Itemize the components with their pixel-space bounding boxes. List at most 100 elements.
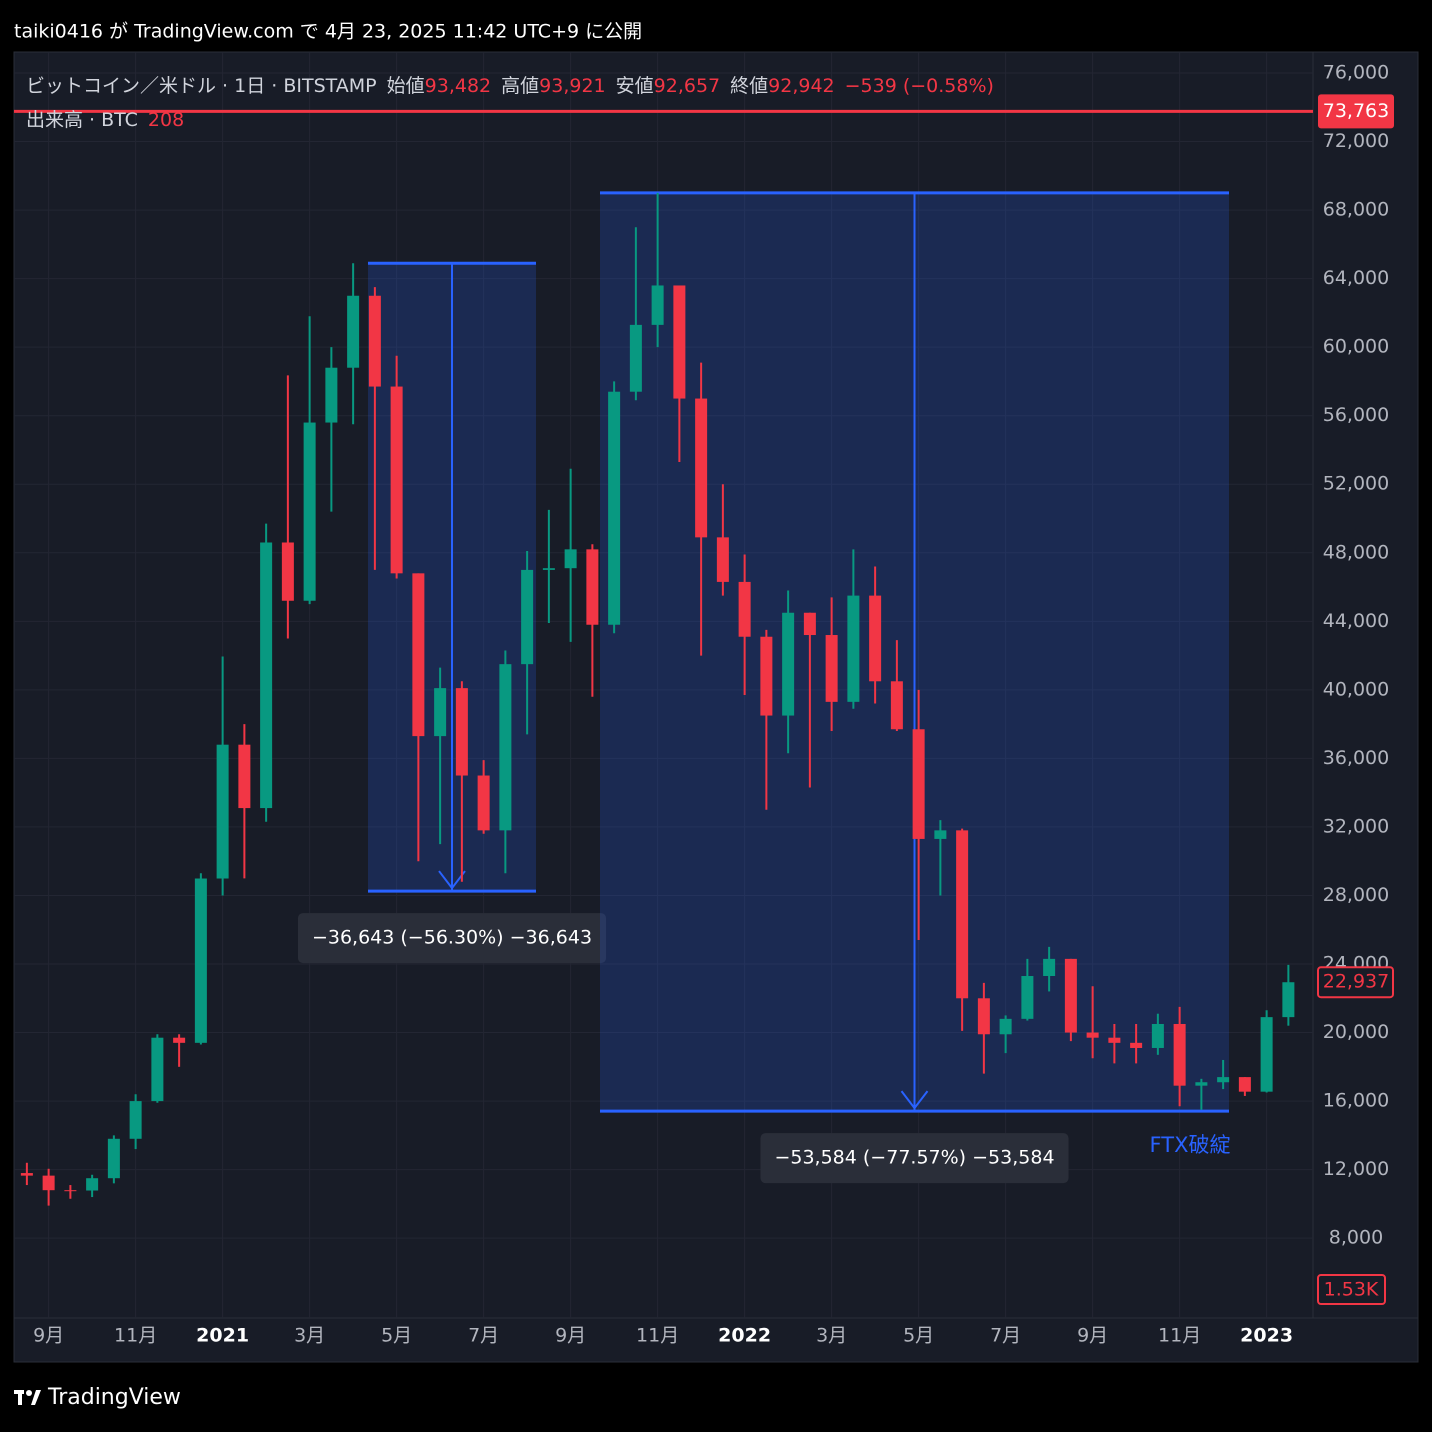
candle-body — [42, 1175, 55, 1191]
candle-body — [499, 664, 512, 831]
candle-body — [412, 573, 425, 737]
candle-body — [1151, 1023, 1164, 1048]
candle-body — [1195, 1082, 1208, 1086]
candle-body — [194, 878, 207, 1043]
y-tick-label: 12,000 — [1323, 1158, 1389, 1180]
candle-body — [129, 1101, 142, 1139]
candle-body — [956, 830, 969, 999]
candle-body — [1173, 1023, 1186, 1086]
publish-note: taiki0416 が TradingView.com で 4月 23, 202… — [14, 21, 642, 43]
candle-body — [434, 688, 447, 737]
symbol-legend: ビットコイン／米ドル · 1日 · BITSTAMP 始値93,482 高値93,9… — [26, 75, 994, 97]
volume-label: 出来高 · BTC — [26, 109, 138, 131]
candle-body — [1130, 1042, 1143, 1048]
candle-body — [1217, 1077, 1230, 1083]
candle-body — [716, 537, 729, 582]
last-price-tag — [1317, 966, 1394, 999]
candle-body — [890, 681, 903, 730]
y-tick-label: 72,000 — [1323, 130, 1389, 152]
candle-body — [86, 1178, 99, 1191]
candle-body — [586, 549, 599, 625]
candle-body — [1108, 1037, 1121, 1043]
measure-label: −53,584 (−77.57%) −53,584 — [760, 1133, 1069, 1184]
x-tick-label: 2021 — [196, 1325, 249, 1347]
candle-body — [564, 549, 577, 569]
ohlc-value: 93,482 — [425, 75, 491, 97]
measure-label-bg — [760, 1133, 1069, 1184]
candle-body — [303, 422, 316, 601]
symbol: ビットコイン／米ドル · 1日 · BITSTAMP — [26, 75, 377, 97]
x-tick-label: 2023 — [1240, 1325, 1293, 1347]
candle-body — [1043, 958, 1056, 977]
brand: TradingView — [47, 1385, 181, 1410]
x-tick-label: 11月 — [114, 1325, 157, 1347]
y-tick-label: 40,000 — [1323, 678, 1389, 700]
candle-body — [760, 636, 773, 716]
y-tick-label: 76,000 — [1323, 61, 1389, 83]
ohlc-label: 終値 — [730, 75, 768, 97]
y-tick-label: 68,000 — [1323, 199, 1389, 221]
chart-panel — [13, 51, 1419, 1363]
candle-body — [542, 568, 555, 570]
y-tick-label: 64,000 — [1323, 267, 1389, 289]
candle-body — [1260, 1017, 1273, 1092]
volume-value: 208 — [148, 109, 184, 131]
candle-body — [260, 542, 273, 809]
measure-label-text: −36,643 (−56.30%) −36,643 — [312, 927, 592, 949]
measure-arrowhead — [438, 870, 466, 890]
candle-body — [107, 1138, 120, 1179]
candle-body — [608, 391, 621, 625]
candle-body — [1282, 982, 1295, 1018]
candle-body — [1238, 1077, 1251, 1092]
candle-body — [934, 830, 947, 839]
y-tick-label: 8,000 — [1329, 1227, 1383, 1249]
measure-label: −36,643 (−56.30%) −36,643 — [297, 913, 607, 964]
change: −539 (−0.58%) — [845, 75, 994, 97]
y-tick-label: 20,000 — [1323, 1021, 1389, 1043]
annotation: FTX破綻 — [1150, 1133, 1231, 1157]
volume-tag — [1317, 1274, 1386, 1305]
candle-body — [738, 581, 751, 637]
candle-body — [1021, 976, 1034, 1019]
candle-body — [803, 612, 816, 636]
candle-body — [912, 729, 925, 839]
y-tick-label: 32,000 — [1323, 815, 1389, 837]
candle-body — [825, 635, 838, 702]
x-tick-label: 9月 — [1077, 1325, 1108, 1347]
candle-body — [347, 295, 360, 368]
y-tick-label: 60,000 — [1323, 336, 1389, 358]
candle-body — [869, 595, 882, 682]
candle-body — [238, 744, 251, 809]
candle-body — [782, 612, 795, 716]
x-tick-label: 7月 — [990, 1325, 1021, 1347]
candle-body — [629, 324, 642, 392]
y-tick-label: 16,000 — [1323, 1090, 1389, 1112]
volume-tag-label: 1.53K — [1324, 1279, 1379, 1301]
volume-legend: 出来高 · BTC 208 — [26, 109, 184, 131]
candle-body — [651, 285, 664, 325]
candle-body — [847, 595, 860, 702]
candle-body — [281, 542, 294, 601]
candle-body — [477, 775, 490, 831]
price-line-tag — [1318, 94, 1394, 129]
candle-body — [1064, 958, 1077, 1033]
y-tick-label: 48,000 — [1323, 541, 1389, 563]
last-price-label: 22,937 — [1323, 971, 1389, 993]
x-tick-label: 7月 — [468, 1325, 499, 1347]
candle-body — [673, 285, 686, 399]
measure-arrowhead — [900, 1090, 929, 1110]
candle-body — [521, 569, 534, 665]
x-tick-label: 5月 — [381, 1325, 412, 1347]
candle-body — [455, 688, 468, 776]
candle-body — [695, 398, 708, 538]
candle-body — [216, 744, 229, 879]
candle-body — [64, 1190, 77, 1192]
x-tick-label: 9月 — [33, 1325, 64, 1347]
candle-body — [1086, 1032, 1099, 1038]
ohlc-value: 92,657 — [654, 75, 720, 97]
candle-body — [325, 367, 338, 423]
x-tick-label: 5月 — [903, 1325, 934, 1347]
price-line-label: 73,763 — [1323, 100, 1389, 122]
